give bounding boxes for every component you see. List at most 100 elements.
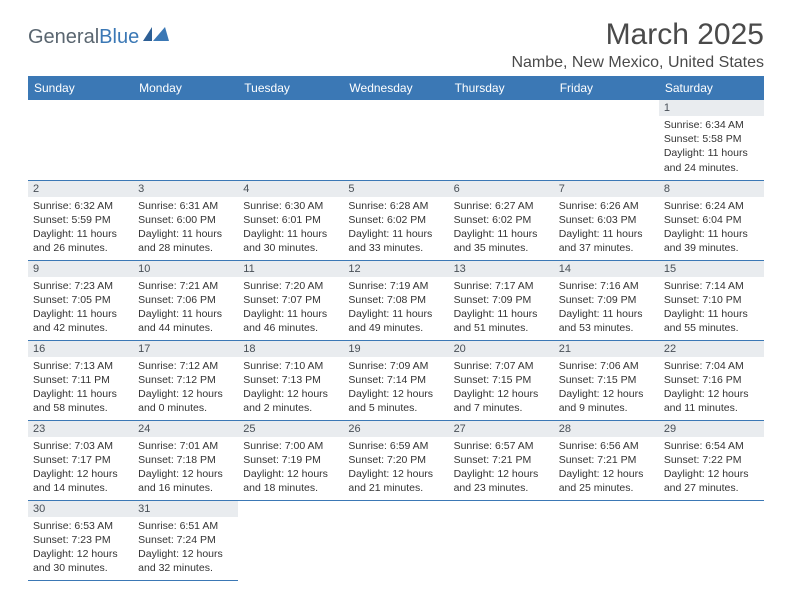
calendar-cell: 3Sunrise: 6:31 AMSunset: 6:00 PMDaylight… <box>133 180 238 260</box>
day-number: 21 <box>554 341 659 357</box>
day-number: 23 <box>28 421 133 437</box>
calendar-cell: 12Sunrise: 7:19 AMSunset: 7:08 PMDayligh… <box>343 260 448 340</box>
day-details: Sunrise: 7:09 AMSunset: 7:14 PMDaylight:… <box>343 357 448 419</box>
calendar-cell <box>449 500 554 580</box>
calendar-cell <box>343 500 448 580</box>
day-number: 25 <box>238 421 343 437</box>
day-details: Sunrise: 6:57 AMSunset: 7:21 PMDaylight:… <box>449 437 554 499</box>
calendar-cell: 10Sunrise: 7:21 AMSunset: 7:06 PMDayligh… <box>133 260 238 340</box>
day-number: 20 <box>449 341 554 357</box>
calendar-cell: 24Sunrise: 7:01 AMSunset: 7:18 PMDayligh… <box>133 420 238 500</box>
weekday-header: Sunday <box>28 76 133 100</box>
day-details: Sunrise: 6:30 AMSunset: 6:01 PMDaylight:… <box>238 197 343 259</box>
calendar-page: GeneralBlue March 2025 Nambe, New Mexico… <box>0 0 792 591</box>
day-number: 24 <box>133 421 238 437</box>
calendar-cell <box>238 100 343 180</box>
day-details: Sunrise: 6:34 AMSunset: 5:58 PMDaylight:… <box>659 116 764 178</box>
calendar-cell: 30Sunrise: 6:53 AMSunset: 7:23 PMDayligh… <box>28 500 133 580</box>
day-details: Sunrise: 7:23 AMSunset: 7:05 PMDaylight:… <box>28 277 133 339</box>
day-details: Sunrise: 7:16 AMSunset: 7:09 PMDaylight:… <box>554 277 659 339</box>
day-details: Sunrise: 7:10 AMSunset: 7:13 PMDaylight:… <box>238 357 343 419</box>
calendar-row: 1Sunrise: 6:34 AMSunset: 5:58 PMDaylight… <box>28 100 764 180</box>
calendar-cell: 14Sunrise: 7:16 AMSunset: 7:09 PMDayligh… <box>554 260 659 340</box>
calendar-cell: 31Sunrise: 6:51 AMSunset: 7:24 PMDayligh… <box>133 500 238 580</box>
day-details: Sunrise: 6:28 AMSunset: 6:02 PMDaylight:… <box>343 197 448 259</box>
calendar-row: 23Sunrise: 7:03 AMSunset: 7:17 PMDayligh… <box>28 420 764 500</box>
day-number: 17 <box>133 341 238 357</box>
day-details: Sunrise: 7:21 AMSunset: 7:06 PMDaylight:… <box>133 277 238 339</box>
calendar-cell <box>28 100 133 180</box>
logo-text-general: General <box>28 26 99 49</box>
calendar-cell: 29Sunrise: 6:54 AMSunset: 7:22 PMDayligh… <box>659 420 764 500</box>
day-details: Sunrise: 7:12 AMSunset: 7:12 PMDaylight:… <box>133 357 238 419</box>
calendar-cell: 19Sunrise: 7:09 AMSunset: 7:14 PMDayligh… <box>343 340 448 420</box>
logo-text-blue: Blue <box>99 26 139 49</box>
day-details: Sunrise: 6:24 AMSunset: 6:04 PMDaylight:… <box>659 197 764 259</box>
calendar-cell: 21Sunrise: 7:06 AMSunset: 7:15 PMDayligh… <box>554 340 659 420</box>
calendar-cell: 18Sunrise: 7:10 AMSunset: 7:13 PMDayligh… <box>238 340 343 420</box>
day-details: Sunrise: 7:14 AMSunset: 7:10 PMDaylight:… <box>659 277 764 339</box>
day-number: 8 <box>659 181 764 197</box>
day-number: 19 <box>343 341 448 357</box>
calendar-body: 1Sunrise: 6:34 AMSunset: 5:58 PMDaylight… <box>28 100 764 580</box>
day-number: 7 <box>554 181 659 197</box>
calendar-cell <box>449 100 554 180</box>
location-text: Nambe, New Mexico, United States <box>511 54 764 72</box>
day-number: 10 <box>133 261 238 277</box>
day-number: 28 <box>554 421 659 437</box>
calendar-cell: 27Sunrise: 6:57 AMSunset: 7:21 PMDayligh… <box>449 420 554 500</box>
calendar-cell <box>343 100 448 180</box>
day-number: 3 <box>133 181 238 197</box>
day-details: Sunrise: 6:51 AMSunset: 7:24 PMDaylight:… <box>133 517 238 579</box>
weekday-header: Friday <box>554 76 659 100</box>
calendar-cell: 4Sunrise: 6:30 AMSunset: 6:01 PMDaylight… <box>238 180 343 260</box>
day-number: 26 <box>343 421 448 437</box>
day-details: Sunrise: 7:13 AMSunset: 7:11 PMDaylight:… <box>28 357 133 419</box>
weekday-header: Saturday <box>659 76 764 100</box>
calendar-row: 16Sunrise: 7:13 AMSunset: 7:11 PMDayligh… <box>28 340 764 420</box>
calendar-cell <box>133 100 238 180</box>
month-title: March 2025 <box>511 18 764 52</box>
calendar-cell: 23Sunrise: 7:03 AMSunset: 7:17 PMDayligh… <box>28 420 133 500</box>
day-number: 29 <box>659 421 764 437</box>
header: GeneralBlue March 2025 Nambe, New Mexico… <box>28 18 764 72</box>
day-number: 27 <box>449 421 554 437</box>
day-details: Sunrise: 7:00 AMSunset: 7:19 PMDaylight:… <box>238 437 343 499</box>
weekday-header: Monday <box>133 76 238 100</box>
calendar-cell: 8Sunrise: 6:24 AMSunset: 6:04 PMDaylight… <box>659 180 764 260</box>
calendar-cell: 6Sunrise: 6:27 AMSunset: 6:02 PMDaylight… <box>449 180 554 260</box>
calendar-cell: 7Sunrise: 6:26 AMSunset: 6:03 PMDaylight… <box>554 180 659 260</box>
calendar-cell: 17Sunrise: 7:12 AMSunset: 7:12 PMDayligh… <box>133 340 238 420</box>
weekday-header: Wednesday <box>343 76 448 100</box>
calendar-cell: 11Sunrise: 7:20 AMSunset: 7:07 PMDayligh… <box>238 260 343 340</box>
day-details: Sunrise: 7:06 AMSunset: 7:15 PMDaylight:… <box>554 357 659 419</box>
weekday-header: Thursday <box>449 76 554 100</box>
weekday-header: Tuesday <box>238 76 343 100</box>
calendar-cell: 15Sunrise: 7:14 AMSunset: 7:10 PMDayligh… <box>659 260 764 340</box>
day-details: Sunrise: 6:54 AMSunset: 7:22 PMDaylight:… <box>659 437 764 499</box>
calendar-cell <box>238 500 343 580</box>
day-details: Sunrise: 7:03 AMSunset: 7:17 PMDaylight:… <box>28 437 133 499</box>
day-number: 22 <box>659 341 764 357</box>
day-number: 1 <box>659 100 764 116</box>
day-details: Sunrise: 7:01 AMSunset: 7:18 PMDaylight:… <box>133 437 238 499</box>
calendar-cell: 1Sunrise: 6:34 AMSunset: 5:58 PMDaylight… <box>659 100 764 180</box>
day-number: 15 <box>659 261 764 277</box>
day-number: 4 <box>238 181 343 197</box>
calendar-cell: 2Sunrise: 6:32 AMSunset: 5:59 PMDaylight… <box>28 180 133 260</box>
day-details: Sunrise: 6:26 AMSunset: 6:03 PMDaylight:… <box>554 197 659 259</box>
day-details: Sunrise: 6:32 AMSunset: 5:59 PMDaylight:… <box>28 197 133 259</box>
logo-flag-icon <box>143 26 169 49</box>
day-details: Sunrise: 6:56 AMSunset: 7:21 PMDaylight:… <box>554 437 659 499</box>
day-details: Sunrise: 7:19 AMSunset: 7:08 PMDaylight:… <box>343 277 448 339</box>
day-number: 12 <box>343 261 448 277</box>
day-details: Sunrise: 6:27 AMSunset: 6:02 PMDaylight:… <box>449 197 554 259</box>
calendar-cell: 26Sunrise: 6:59 AMSunset: 7:20 PMDayligh… <box>343 420 448 500</box>
calendar-cell: 28Sunrise: 6:56 AMSunset: 7:21 PMDayligh… <box>554 420 659 500</box>
calendar-row: 30Sunrise: 6:53 AMSunset: 7:23 PMDayligh… <box>28 500 764 580</box>
calendar-cell <box>659 500 764 580</box>
calendar-cell: 20Sunrise: 7:07 AMSunset: 7:15 PMDayligh… <box>449 340 554 420</box>
calendar-cell <box>554 100 659 180</box>
day-details: Sunrise: 6:59 AMSunset: 7:20 PMDaylight:… <box>343 437 448 499</box>
day-number: 30 <box>28 501 133 517</box>
